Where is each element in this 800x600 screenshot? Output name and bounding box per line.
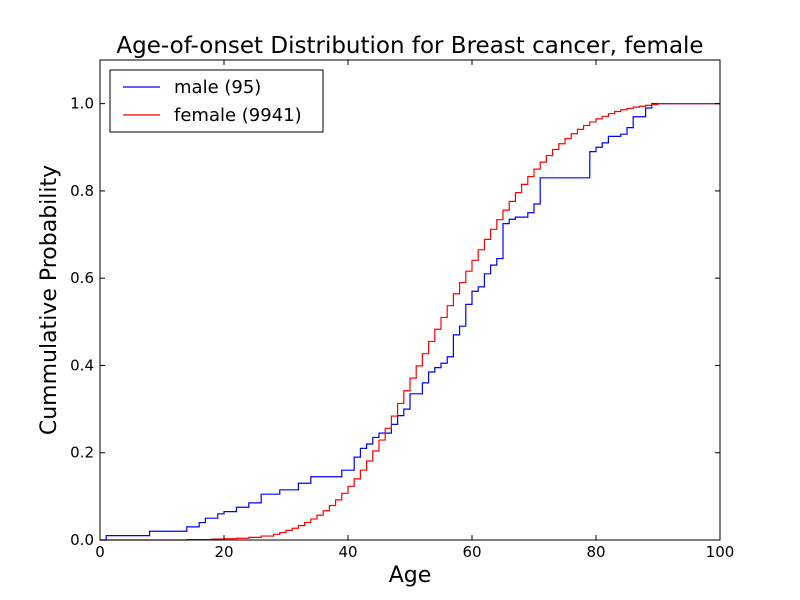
series-layer bbox=[100, 103, 720, 541]
legend: male (95) female (9941) bbox=[109, 69, 324, 133]
legend-box bbox=[109, 69, 324, 133]
x-tick-label: 40 bbox=[338, 543, 357, 561]
chart-title: Age-of-onset Distribution for Breast can… bbox=[116, 33, 703, 59]
y-tick-label: 0.8 bbox=[70, 182, 94, 200]
legend-label-female: female (9941) bbox=[174, 105, 302, 126]
y-axis-label: Cummulative Probability bbox=[37, 165, 62, 435]
x-tick-label: 20 bbox=[214, 543, 233, 561]
ticks-layer: 0 20 40 60 80 100 0.0 0.2 0.4 0.6 0.8 1.0 bbox=[70, 60, 734, 561]
x-tick-label: 60 bbox=[462, 543, 481, 561]
y-tick-label: 0.2 bbox=[70, 444, 94, 462]
y-tick-label: 1.0 bbox=[70, 95, 94, 113]
x-tick-label: 100 bbox=[706, 543, 735, 561]
series-line-female bbox=[100, 103, 720, 541]
y-tick-label: 0.4 bbox=[70, 356, 94, 374]
x-tick-label: 80 bbox=[586, 543, 605, 561]
legend-label-male: male (95) bbox=[174, 77, 261, 98]
y-tick-label: 0.6 bbox=[70, 269, 94, 287]
series-line-male bbox=[100, 103, 720, 541]
x-axis-label: Age bbox=[389, 563, 432, 588]
plot-frame bbox=[99, 59, 721, 541]
x-tick-label: 0 bbox=[95, 543, 105, 561]
y-tick-label: 0.0 bbox=[70, 531, 94, 549]
